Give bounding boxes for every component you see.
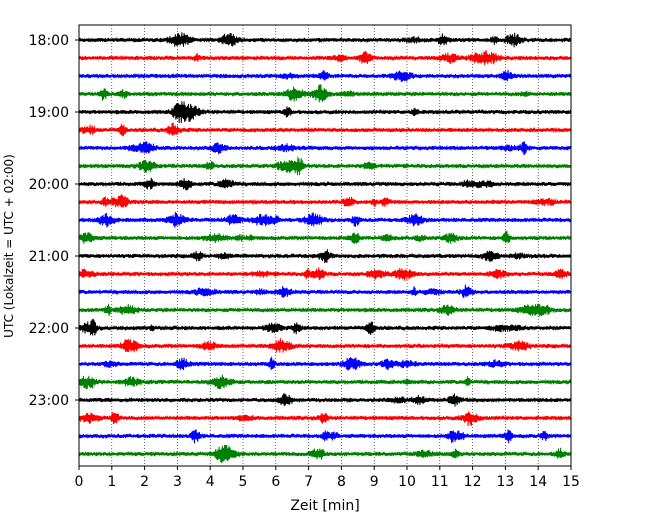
x-tick-label: 14 bbox=[529, 474, 547, 490]
x-axis-ticks: 0 1 2 3 4 5 6 7 8 9 10 11 12 13 14 15 bbox=[75, 466, 580, 490]
trace-line bbox=[78, 32, 572, 48]
x-tick-label: 6 bbox=[271, 474, 280, 490]
trace-line bbox=[78, 69, 572, 82]
y-tick-label: 18:00 bbox=[29, 33, 69, 49]
trace-line bbox=[78, 156, 572, 176]
x-tick-label: 12 bbox=[464, 474, 482, 490]
plot-frame bbox=[78, 24, 572, 467]
x-tick-label: 11 bbox=[431, 474, 449, 490]
trace-line bbox=[78, 267, 572, 281]
trace-line bbox=[78, 318, 572, 336]
trace-line bbox=[78, 338, 572, 353]
x-tick-label: 0 bbox=[75, 474, 84, 490]
x-tick-label: 9 bbox=[370, 474, 379, 490]
x-tick-label: 2 bbox=[140, 474, 149, 490]
x-axis-label: Zeit [min] bbox=[290, 498, 359, 514]
x-tick-label: 7 bbox=[304, 474, 313, 490]
x-tick-label: 5 bbox=[239, 474, 248, 490]
x-tick-label: 1 bbox=[107, 474, 116, 490]
y-tick-label: 20:00 bbox=[29, 177, 69, 193]
trace-line bbox=[78, 393, 572, 407]
trace-line bbox=[78, 50, 572, 65]
trace-line bbox=[78, 84, 572, 103]
trace-line bbox=[78, 356, 572, 371]
y-axis-label: UTC (Lokalzeit = UTC + 02:00) bbox=[2, 154, 16, 338]
trace-line bbox=[78, 445, 572, 464]
trace-line bbox=[78, 374, 572, 390]
trace-line bbox=[78, 411, 572, 427]
trace-line bbox=[78, 194, 572, 208]
y-tick-label: 23:00 bbox=[29, 393, 69, 409]
trace-line bbox=[78, 249, 572, 264]
trace-line bbox=[78, 177, 572, 191]
trace-line bbox=[78, 230, 572, 245]
x-tick-label: 13 bbox=[496, 474, 514, 490]
x-tick-label: 3 bbox=[173, 474, 182, 490]
x-tick-label: 15 bbox=[562, 474, 580, 490]
trace-line bbox=[78, 303, 572, 317]
y-axis-ticks: 18:00 19:00 20:00 21:00 22:00 23:00 bbox=[29, 33, 79, 409]
y-tick-label: 22:00 bbox=[29, 321, 69, 337]
x-tick-label: 10 bbox=[398, 474, 416, 490]
y-tick-label: 19:00 bbox=[29, 105, 69, 121]
x-tick-label: 8 bbox=[337, 474, 346, 490]
x-tick-label: 4 bbox=[206, 474, 215, 490]
trace-line bbox=[78, 211, 572, 228]
trace-line bbox=[78, 122, 572, 137]
y-tick-label: 21:00 bbox=[29, 249, 69, 265]
trace-line bbox=[78, 429, 572, 444]
seismic-traces bbox=[78, 32, 572, 464]
trace-line bbox=[78, 284, 572, 299]
trace-line bbox=[78, 101, 572, 124]
trace-line bbox=[78, 141, 572, 156]
